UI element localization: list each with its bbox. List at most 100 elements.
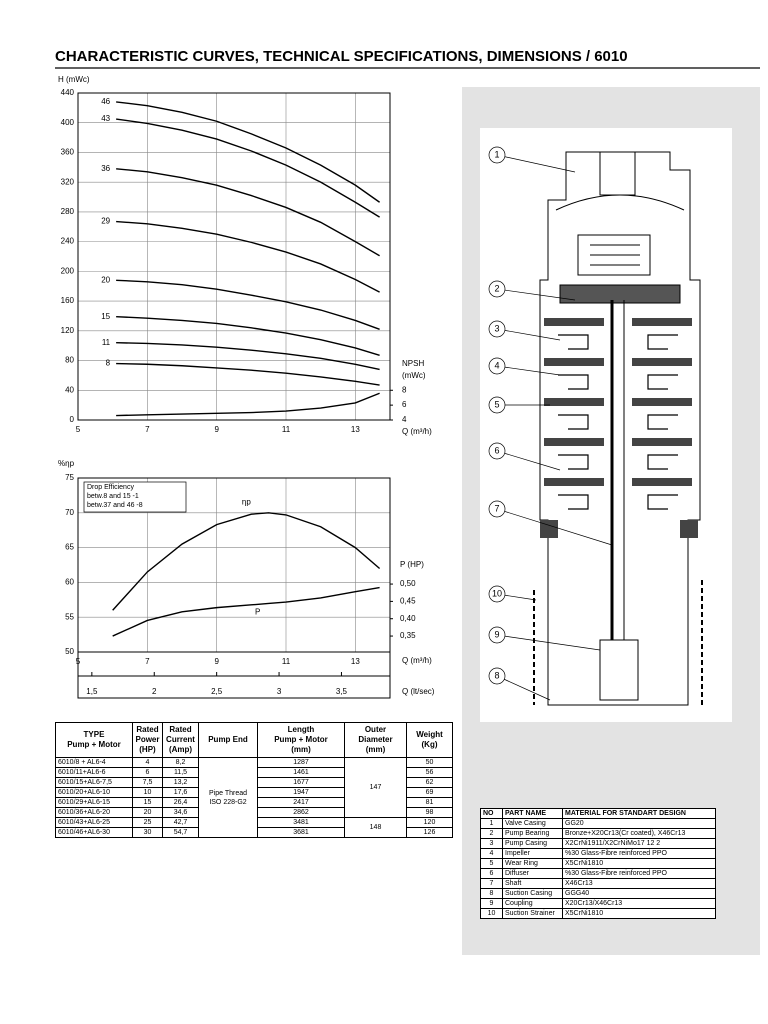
cell: Bronze+X20Cr13(Cr coated), X46Cr13 bbox=[562, 828, 716, 839]
y2-axis-label: P (HP) bbox=[400, 560, 424, 569]
cell: 20 bbox=[132, 807, 163, 818]
parts-row: 9 Coupling X20Cr13/X46Cr13 bbox=[480, 898, 716, 909]
pump-outline bbox=[539, 151, 701, 706]
series-label: 15 bbox=[101, 312, 110, 321]
cell: 17,6 bbox=[162, 787, 199, 798]
curve bbox=[116, 168, 380, 257]
y-tick-label: 360 bbox=[61, 148, 75, 157]
y-tick-label: 120 bbox=[61, 326, 75, 335]
specs-header-row: TYPE Pump + Motor Rated Power (HP) Rated Curre… bbox=[55, 722, 453, 758]
plot-frame bbox=[77, 92, 391, 421]
cell: Suction Strainer bbox=[502, 908, 563, 919]
cell: 7,5 bbox=[132, 777, 163, 788]
pump-vanes bbox=[533, 334, 703, 705]
cell: Shaft bbox=[502, 878, 563, 889]
column-header: Pump End bbox=[198, 722, 258, 758]
cell: 6010/43+AL6-25 bbox=[55, 817, 133, 828]
cell: 30 bbox=[132, 827, 163, 838]
cell: 6010/29+AL6-15 bbox=[55, 797, 133, 808]
x-axis-label: Q (m³/h) bbox=[402, 656, 432, 665]
callout-labels: 1 2 3 4 5 6 7 10 9 8 bbox=[492, 149, 502, 680]
cell: 6 bbox=[480, 868, 503, 879]
cell: 54,7 bbox=[162, 827, 199, 838]
cell: 1947 bbox=[257, 787, 345, 798]
cell: 6010/15+AL6-7,5 bbox=[55, 777, 133, 788]
curve bbox=[116, 316, 380, 357]
cell: 7 bbox=[480, 878, 503, 889]
header-line: (Amp) bbox=[168, 745, 193, 754]
header-line: Pump End bbox=[208, 735, 248, 744]
x-tick-label: 9 bbox=[214, 425, 219, 434]
callout-number: 1 bbox=[494, 149, 499, 159]
y-tick-label: 75 bbox=[65, 473, 74, 482]
cell: Pump Bearing bbox=[502, 828, 563, 839]
x-tick-label: 11 bbox=[282, 425, 291, 434]
series-label: 46 bbox=[101, 97, 110, 106]
column-header: Weight (Kg) bbox=[406, 722, 453, 758]
parts-row: 1 Valve Casing GG20 bbox=[480, 818, 716, 829]
curve bbox=[112, 586, 380, 637]
column-header: TYPE Pump + Motor bbox=[55, 722, 133, 758]
cell: 6010/46+AL6-30 bbox=[55, 827, 133, 838]
series-label: ηp bbox=[242, 497, 251, 506]
series-label: P bbox=[255, 608, 260, 617]
y-axis-label: %ηp bbox=[58, 459, 75, 468]
series-label: 29 bbox=[101, 217, 110, 226]
cell: 6010/11+AL6-6 bbox=[55, 767, 133, 778]
cell: 50 bbox=[406, 757, 453, 768]
y-tick-label: 60 bbox=[65, 578, 74, 587]
cell: 34,6 bbox=[162, 807, 199, 818]
y-tick-label: 240 bbox=[61, 237, 75, 246]
drawing-area bbox=[480, 128, 732, 722]
callout-number: 2 bbox=[494, 283, 499, 293]
cell: %30 Glass-Fibre reinforced PPO bbox=[562, 848, 716, 859]
specs-row: 6010/46+AL6-30 30 54,7 3681 126 bbox=[55, 827, 453, 838]
x2-frame bbox=[77, 651, 391, 699]
cell: 1461 bbox=[257, 767, 345, 778]
x2-tick-label: 2 bbox=[152, 687, 157, 696]
callout-number: 4 bbox=[494, 360, 499, 370]
outer-diameter-cell: 148 bbox=[344, 817, 407, 838]
x2-tick-label: 3 bbox=[277, 687, 282, 696]
chart: 0 40 80 120 160 200 240 280 320 360 400 440 5 7 9 11 13 4… bbox=[58, 75, 432, 436]
cell: X2CrNi1911/X2CrNiMo17 12 2 bbox=[562, 838, 716, 849]
y2-tick-label: 6 bbox=[402, 400, 407, 409]
y2-tick-label: 0,50 bbox=[400, 579, 416, 588]
cell: 4 bbox=[132, 757, 163, 768]
curve bbox=[112, 512, 381, 611]
y2-tick-label: 8 bbox=[402, 385, 407, 394]
cell: 26,4 bbox=[162, 797, 199, 808]
specs-row: 6010/8 + AL6-4 4 8,2 Pipe Thread ISO 228-G2 1… bbox=[55, 757, 453, 838]
parts-row: 6 Diffuser %30 Glass-Fibre reinforced PPO bbox=[480, 868, 716, 879]
note-box bbox=[83, 481, 187, 513]
callout-number: 5 bbox=[494, 399, 499, 409]
parts-row: 2 Pump Bearing Bronze+X20Cr13(Cr coated), … bbox=[480, 828, 716, 839]
x-tick-label: 9 bbox=[214, 657, 219, 666]
cell: 81 bbox=[406, 797, 453, 808]
note-line: betw.8 and 15 -1 bbox=[87, 493, 139, 500]
y-tick-label: 80 bbox=[65, 356, 74, 365]
callout-number: 7 bbox=[494, 503, 499, 513]
cell: 2862 bbox=[257, 807, 345, 818]
parts-row: 10 Suction Strainer X5CrNi1810 bbox=[480, 908, 716, 919]
parts-row: 7 Shaft X46Cr13 bbox=[480, 878, 716, 889]
pump-end-line: ISO 228-G2 bbox=[209, 798, 247, 806]
y2-axis-label: NPSH bbox=[402, 359, 424, 368]
specs-row: 6010/29+AL6-15 15 26,4 2417 81 bbox=[55, 797, 453, 808]
curve bbox=[116, 101, 381, 203]
y-tick-label: 70 bbox=[65, 508, 74, 517]
cell: 8 bbox=[480, 888, 503, 899]
column-header: Rated Current (Amp) bbox=[162, 722, 199, 758]
cell: 1 bbox=[480, 818, 503, 829]
cell: 4 bbox=[480, 848, 503, 859]
x2-tick-label: 3,5 bbox=[336, 687, 348, 696]
cell: X5CrNi1810 bbox=[562, 858, 716, 869]
cell: 126 bbox=[406, 827, 453, 838]
y-tick-label: 65 bbox=[65, 543, 74, 552]
header-line: Outer bbox=[364, 725, 387, 734]
cell: Valve Casing bbox=[502, 818, 563, 829]
cell: Impeller bbox=[502, 848, 563, 859]
parts-row: 5 Wear Ring X5CrNi1810 bbox=[480, 858, 716, 869]
x2-tick-label: 2,5 bbox=[211, 687, 223, 696]
